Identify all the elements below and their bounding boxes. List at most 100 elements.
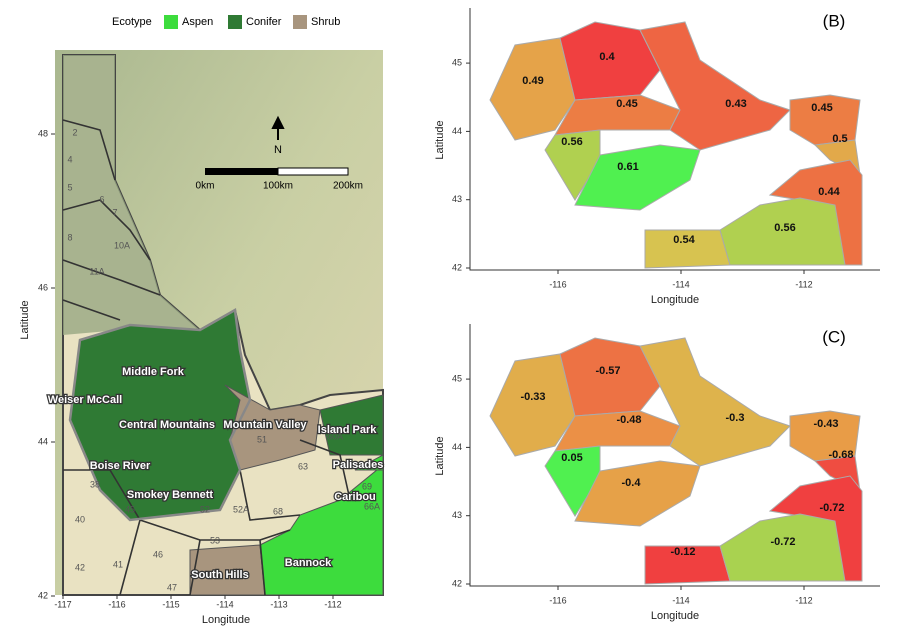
region-value: -0.12	[670, 546, 695, 558]
map-panel: 0.49 0.4 0.45 0.43 0.45 0.5 0.56 0.61 0.44 0.54 0.…	[434, 8, 880, 306]
region-value: 0.54	[673, 234, 695, 246]
unit-label: 5	[67, 182, 72, 192]
legend-label: Shrub	[311, 16, 340, 28]
north-arrow	[271, 115, 285, 140]
axis-line	[469, 324, 880, 587]
region-value: 0.4	[599, 51, 615, 63]
zone-label: Middle Fork	[122, 366, 185, 378]
y-tick-label: 45	[452, 57, 462, 67]
region-value: 0.56	[561, 136, 582, 148]
unit-label: 2	[72, 127, 77, 137]
y-tick-label: 46	[38, 282, 48, 292]
unit-label: 6	[99, 194, 104, 204]
y-tick-label: 45	[452, 373, 462, 383]
ecotype-area	[224, 384, 321, 471]
unit-label: 38	[90, 479, 100, 489]
x-tick-label: -112	[324, 599, 341, 609]
unit-label: 68	[273, 506, 283, 516]
unit-label: 7	[112, 207, 117, 217]
unit-label: 69	[362, 481, 372, 491]
unit-label: 11A	[89, 266, 104, 276]
x-tick-label: -116	[549, 595, 566, 605]
ecotype-boundaries	[68, 307, 252, 522]
scale-label: 0km	[196, 181, 215, 192]
unit-label: 66A	[364, 501, 380, 511]
zone-label: South Hills	[191, 569, 248, 581]
region	[639, 21, 791, 151]
unit-boundaries	[62, 119, 351, 596]
y-tick-label: 44	[452, 126, 462, 136]
x-tick-label: -114	[216, 599, 233, 609]
region	[719, 513, 846, 582]
region-value: -0.68	[828, 449, 853, 461]
legend-label: Aspen	[182, 16, 213, 28]
legend-swatch	[228, 15, 242, 29]
unit-label: 4	[67, 154, 72, 164]
zone-label: Smokey Bennett	[127, 489, 214, 501]
region-value: -0.48	[616, 414, 641, 426]
region	[639, 337, 791, 467]
region-value: 0.61	[617, 161, 638, 173]
region-value: 0.44	[818, 186, 840, 198]
unit-label: 63	[298, 461, 308, 471]
y-axis-label: Latitude	[434, 436, 446, 475]
region-value: -0.43	[813, 418, 838, 430]
zone-label: Boise River	[90, 460, 151, 472]
ecotype-area	[259, 463, 384, 596]
x-tick-label: -112	[795, 279, 812, 289]
zone-label: Palisades	[333, 459, 384, 471]
x-tick-label: -113	[270, 599, 287, 609]
region-value: -0.72	[819, 502, 844, 514]
unit-label: 41	[113, 559, 123, 569]
zone-label: Central Mountains	[119, 419, 215, 431]
region-value: 0.45	[811, 102, 832, 114]
y-tick-label: 43	[452, 510, 462, 520]
region-value: 0.5	[832, 133, 847, 145]
axis-line	[469, 8, 880, 271]
y-tick-label: 42	[452, 578, 462, 588]
x-axis-label: Longitude	[651, 294, 699, 306]
unit-label: 46	[153, 549, 163, 559]
y-tick-label: 43	[452, 194, 462, 204]
unit-label: 60A	[327, 431, 343, 441]
scale-label: 100km	[263, 181, 293, 192]
x-tick-label: -112	[795, 595, 812, 605]
x-tick-label: -117	[54, 599, 71, 609]
x-axis-label: Longitude	[202, 614, 250, 626]
unit-label: 8	[67, 232, 72, 242]
region-value: 0.56	[774, 222, 795, 234]
panel-tag: (C)	[822, 327, 846, 346]
region	[719, 197, 846, 266]
legend-swatch	[293, 15, 307, 29]
y-tick-label: 44	[452, 442, 462, 452]
y-tick-label: 42	[38, 590, 48, 600]
unit-label: 42	[75, 562, 85, 572]
legend-swatch	[164, 15, 178, 29]
region	[574, 144, 701, 211]
unit-label: 52	[200, 504, 210, 514]
unit-label: 53	[210, 535, 220, 545]
region-value: 0.43	[725, 98, 746, 110]
panel-tag: (B)	[823, 11, 846, 30]
x-axis-label: Longitude	[651, 610, 699, 622]
north-idaho	[63, 55, 200, 335]
y-axis-label: Latitude	[19, 300, 31, 339]
scale-bar	[205, 168, 278, 175]
unit-label: 10A	[114, 240, 130, 250]
region-value: -0.57	[595, 365, 620, 377]
unit-label: 52A	[233, 504, 249, 514]
scale-label: 200km	[333, 181, 363, 192]
x-tick-label: -114	[672, 595, 689, 605]
unit-label: 45	[125, 504, 135, 514]
x-tick-label: -115	[162, 599, 179, 609]
zone-label: Weiser McCall	[48, 394, 122, 406]
region-value: 0.05	[561, 452, 582, 464]
unit-label: 51	[257, 434, 267, 444]
y-tick-label: 44	[38, 436, 48, 446]
region	[574, 460, 701, 527]
scale-bar	[277, 167, 349, 176]
region-value: -0.72	[770, 536, 795, 548]
region-value: 0.45	[616, 98, 637, 110]
zone-label: Caribou	[334, 491, 376, 503]
